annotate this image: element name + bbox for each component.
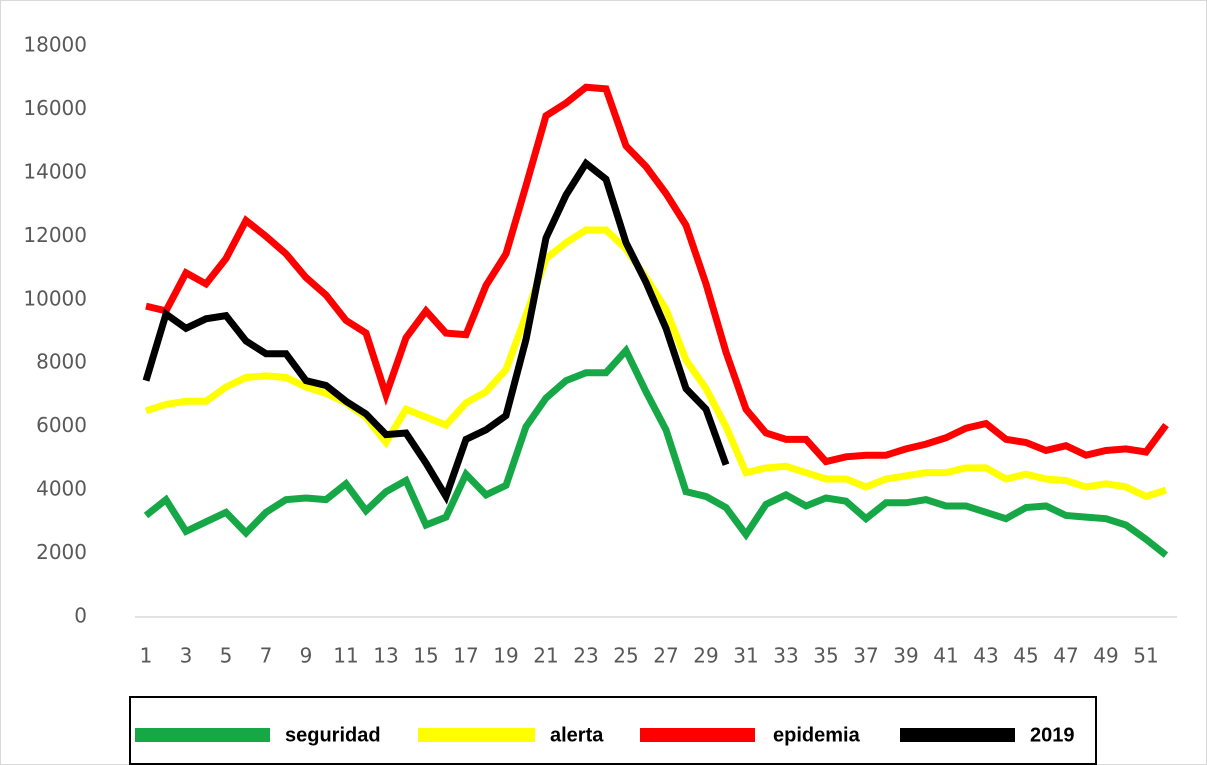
x-tick-label: 19 bbox=[493, 644, 518, 668]
x-tick-label: 1 bbox=[140, 644, 153, 668]
x-tick-label: 17 bbox=[453, 644, 478, 668]
x-tick-label: 23 bbox=[573, 644, 598, 668]
x-tick-label: 7 bbox=[260, 644, 273, 668]
x-tick-label: 51 bbox=[1133, 644, 1158, 668]
x-tick-label: 37 bbox=[853, 644, 878, 668]
x-tick-label: 27 bbox=[653, 644, 678, 668]
x-tick-label: 39 bbox=[893, 644, 918, 668]
y-tick-label: 8000 bbox=[36, 350, 87, 374]
x-tick-label: 13 bbox=[373, 644, 398, 668]
legend-label: seguridad bbox=[285, 724, 381, 746]
x-tick-label: 5 bbox=[220, 644, 233, 668]
x-tick-label: 43 bbox=[973, 644, 998, 668]
y-tick-label: 6000 bbox=[36, 413, 87, 437]
y-tick-label: 14000 bbox=[23, 159, 87, 183]
x-tick-label: 49 bbox=[1093, 644, 1118, 668]
series-line bbox=[144, 226, 1168, 501]
x-tick-label: 31 bbox=[733, 644, 758, 668]
x-tick-label: 25 bbox=[613, 644, 638, 668]
y-tick-label: 16000 bbox=[23, 96, 87, 120]
x-tick-label: 47 bbox=[1053, 644, 1078, 668]
x-tick-label: 21 bbox=[533, 644, 558, 668]
x-tick-label: 11 bbox=[333, 644, 358, 668]
series-line bbox=[145, 83, 1169, 466]
legend-label: 2019 bbox=[1030, 724, 1075, 746]
legend-label: alerta bbox=[550, 724, 604, 746]
x-tick-label: 41 bbox=[933, 644, 958, 668]
series-line bbox=[143, 344, 1169, 558]
y-tick-label: 12000 bbox=[23, 223, 87, 247]
y-tick-label: 2000 bbox=[36, 540, 87, 564]
x-tick-label: 29 bbox=[693, 644, 718, 668]
x-tick-label: 3 bbox=[180, 644, 193, 668]
y-tick-label: 0 bbox=[74, 604, 87, 628]
y-tick-label: 18000 bbox=[23, 33, 87, 57]
x-tick-label: 45 bbox=[1013, 644, 1038, 668]
series-line bbox=[142, 158, 730, 505]
x-tick-label: 15 bbox=[413, 644, 438, 668]
legend-label: epidemia bbox=[773, 724, 861, 746]
x-tick-label: 9 bbox=[300, 644, 313, 668]
x-tick-label: 35 bbox=[813, 644, 838, 668]
x-tick-label: 33 bbox=[773, 644, 798, 668]
y-tick-label: 4000 bbox=[36, 477, 87, 501]
y-tick-label: 10000 bbox=[23, 286, 87, 310]
